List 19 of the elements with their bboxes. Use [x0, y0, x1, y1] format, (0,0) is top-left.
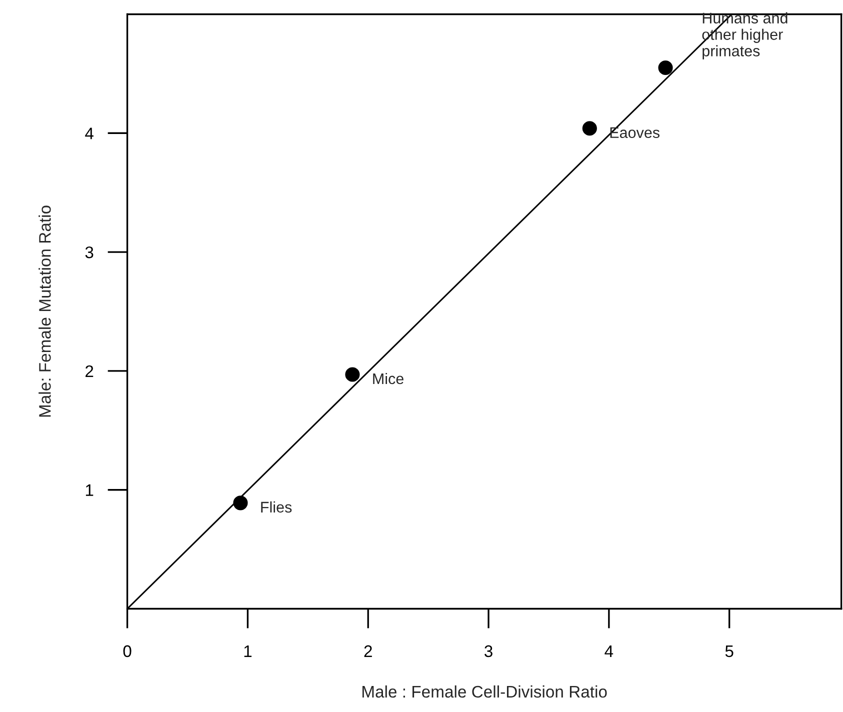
y-tick-label: 1	[86, 484, 94, 496]
x-tick-label: 3	[484, 645, 492, 658]
annotation: Flies	[261, 501, 292, 513]
point	[582, 121, 597, 136]
x-tick-label: 1	[244, 645, 252, 657]
annotation: Mice	[373, 372, 404, 384]
point	[345, 367, 360, 382]
y-axis-title: Male: Female Mutation Ratio	[38, 206, 51, 417]
x-tick-label: 4	[604, 645, 614, 657]
x-tick-label: 5	[725, 645, 734, 658]
annotation: Eaoves	[610, 127, 660, 138]
y-tick-label: 2	[86, 365, 94, 377]
point	[658, 60, 673, 76]
x-axis-title: Male : Female Cell-Division Ratio	[362, 685, 607, 698]
x-tick-label: 2	[364, 645, 372, 657]
y-tick-label: 4	[85, 128, 94, 140]
point	[233, 496, 248, 510]
x-tick-label: 0	[123, 645, 132, 658]
y-tick-label: 3	[85, 246, 94, 258]
